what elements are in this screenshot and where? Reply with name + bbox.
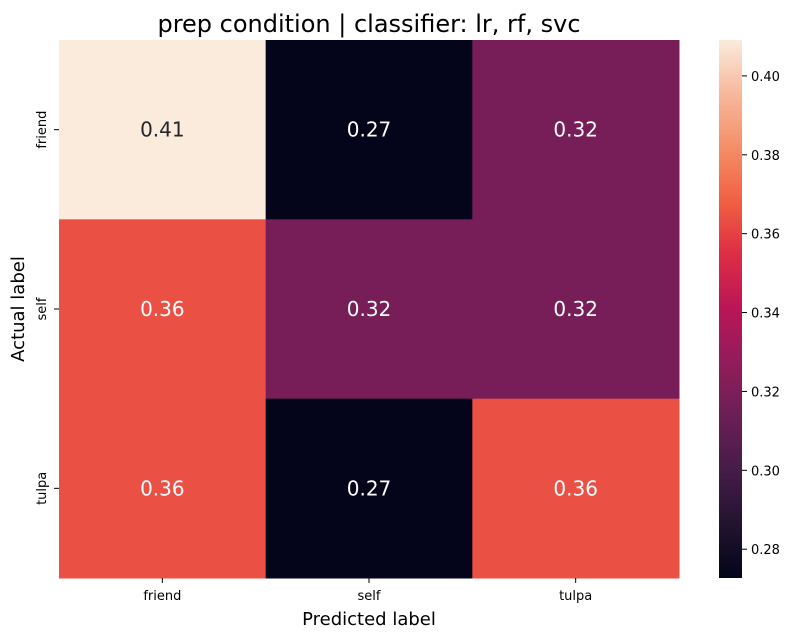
colorbar-tick-label: 0.36 — [751, 228, 780, 243]
heatmap-cells: 0.41 0.27 0.32 0.36 0.32 0.32 0.36 0.27 0.36 — [59, 40, 680, 579]
colorbar-tick-label: 0.30 — [751, 464, 780, 479]
y-tick-label: tulpa — [35, 472, 50, 505]
colorbar-tick-label: 0.28 — [751, 543, 780, 558]
colorbar-tick-label: 0.34 — [751, 307, 780, 322]
colorbar — [719, 40, 742, 578]
chart-title: prep condition | classifier: lr, rf, svc — [157, 10, 580, 38]
heatmap-cell — [472, 398, 680, 579]
heatmap-cell — [59, 40, 267, 220]
cell-annotation: 0.32 — [553, 118, 598, 142]
x-tick-label: friend — [143, 589, 181, 604]
heatmap-cell — [59, 398, 267, 579]
colorbar-tick-label: 0.32 — [751, 385, 780, 400]
heatmap-cell — [265, 40, 473, 220]
heatmap-cell — [472, 219, 680, 400]
cell-annotation: 0.36 — [140, 476, 185, 500]
cell-annotation: 0.36 — [140, 297, 185, 321]
heatmap-cell — [265, 219, 473, 400]
heatmap-cell — [472, 40, 680, 220]
cell-annotation: 0.36 — [553, 476, 598, 500]
x-axis-label: Predicted label — [302, 609, 436, 630]
x-axis: friend self tulpa — [143, 578, 592, 604]
heatmap-cell — [59, 219, 267, 400]
cell-annotation: 0.27 — [347, 118, 392, 142]
colorbar-axis: 0.28 0.30 0.32 0.34 0.36 0.38 0.40 — [742, 70, 780, 558]
x-tick-label: tulpa — [559, 589, 592, 604]
cell-annotation: 0.32 — [347, 297, 392, 321]
cell-annotation: 0.27 — [347, 476, 392, 500]
cell-annotation: 0.41 — [140, 118, 185, 142]
x-tick-label: self — [358, 589, 381, 604]
y-tick-label: friend — [35, 111, 50, 149]
heatmap-cell — [265, 398, 473, 579]
cell-annotation: 0.32 — [553, 297, 598, 321]
y-tick-label: self — [35, 297, 50, 320]
colorbar-tick-label: 0.38 — [751, 149, 780, 164]
colorbar-tick-label: 0.40 — [751, 70, 780, 85]
y-axis-label: Actual label — [8, 256, 29, 362]
y-axis: friend self tulpa — [35, 111, 59, 505]
